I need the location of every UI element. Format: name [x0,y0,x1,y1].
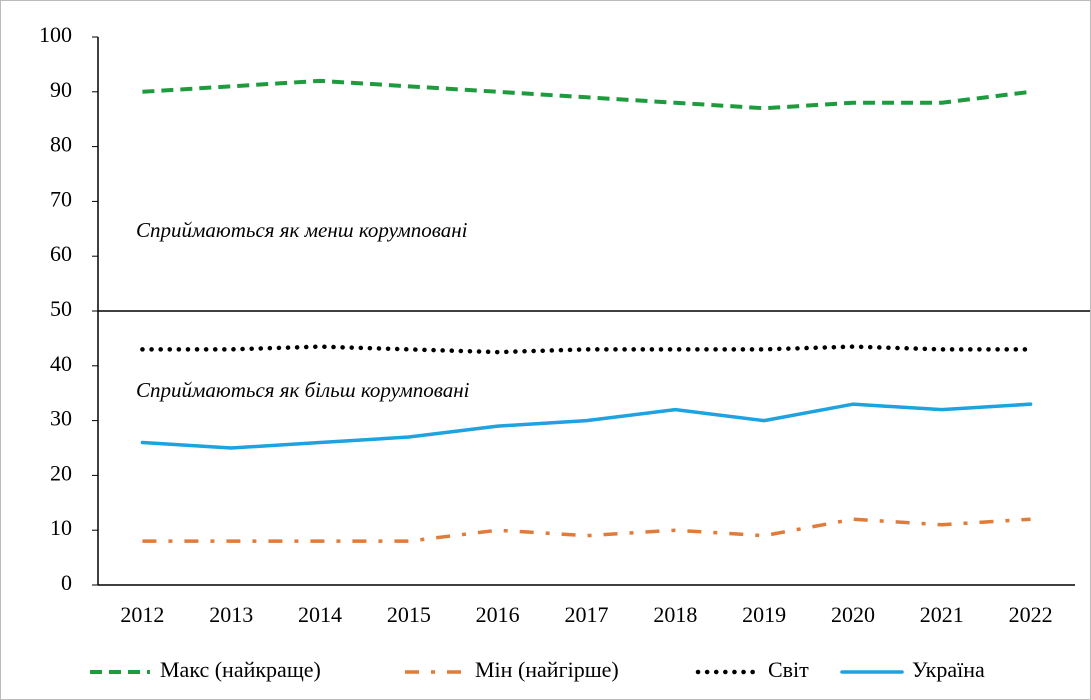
y-tick-label: 20 [50,460,72,485]
y-tick-label: 0 [61,570,72,595]
series-line [142,78,1031,111]
legend-label: Макс (найкраще) [160,657,321,682]
y-tick-label: 30 [50,406,72,431]
x-tick-label: 2014 [298,602,342,627]
y-tick-label: 100 [39,22,72,47]
y-tick-label: 40 [50,351,72,376]
series-line [140,402,1033,450]
y-tick-label: 80 [50,132,72,157]
x-tick-label: 2018 [653,602,697,627]
x-tick-label: 2012 [120,602,164,627]
legend-label: Світ [768,657,809,682]
y-tick-label: 50 [50,296,72,321]
x-tick-label: 2021 [920,602,964,627]
y-tick-label: 90 [50,77,72,102]
x-tick-label: 2013 [209,602,253,627]
x-tick-label: 2019 [742,602,786,627]
x-tick-label: 2017 [565,602,609,627]
x-tick-label: 2015 [387,602,431,627]
annotation: Сприймаються як більш корумповані [136,378,470,402]
y-tick-label: 60 [50,241,72,266]
x-tick-label: 2020 [831,602,875,627]
legend-label: Мін (найгірше) [475,657,619,682]
series-line [142,517,1031,543]
annotation: Сприймаються як менш корумповані [136,218,468,242]
x-tick-label: 2022 [1009,602,1053,627]
legend-label: Україна [912,657,985,682]
y-tick-label: 10 [50,515,72,540]
y-tick-label: 70 [50,186,72,211]
x-tick-label: 2016 [476,602,520,627]
series-line [140,344,1033,355]
